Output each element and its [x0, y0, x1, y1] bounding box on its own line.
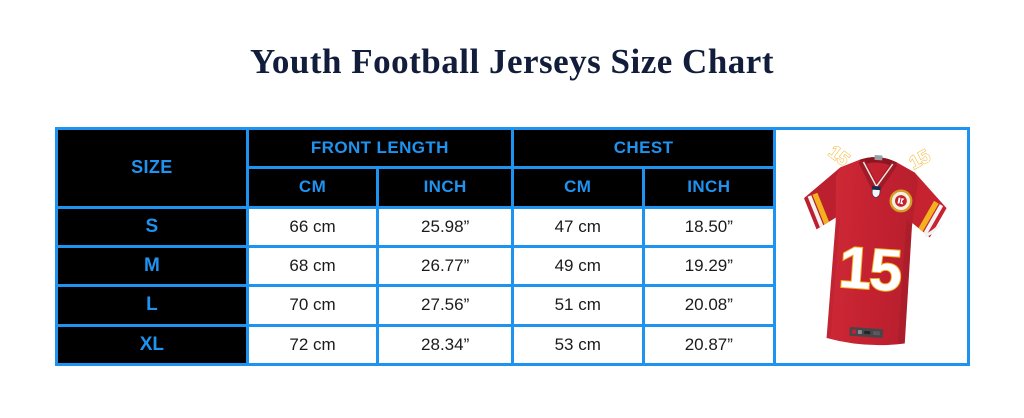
subheader-front-length-cm: CM — [245, 166, 380, 209]
table-row-size-xl: XL 72 cm 28.34” 53 cm 20.87” — [55, 323, 969, 367]
size-label: L — [55, 284, 249, 327]
chest-inch-value: 19.29” — [641, 244, 777, 288]
chest-cm-value: 47 cm — [510, 205, 645, 248]
nfl-shield-icon — [871, 185, 881, 199]
size-label: S — [55, 205, 249, 248]
chest-cm-value: 51 cm — [510, 284, 645, 327]
chest-inch-value: 18.50” — [641, 205, 777, 248]
chest-cm-value: 49 cm — [510, 244, 645, 288]
header-row-units: CM INCH CM INCH — [57, 166, 969, 209]
team-patch-icon — [889, 189, 912, 213]
column-group-front-length: FRONT LENGTH — [245, 126, 514, 170]
size-chart-table: SIZE FRONT LENGTH CHEST — [55, 126, 970, 367]
table-row-size-s: S 66 cm 25.98” 47 cm 18.50” — [55, 205, 969, 248]
subheader-chest-cm: CM — [510, 166, 645, 209]
subheader-chest-inch: INCH — [641, 166, 777, 209]
jersey-product-image: 15 15 15 — [773, 127, 970, 366]
jersey-back-collar — [859, 157, 897, 168]
front-length-cm-value: 70 cm — [245, 284, 380, 327]
jersey-chest-number: 15 — [836, 235, 903, 304]
front-length-cm-value: 72 cm — [245, 323, 380, 367]
size-label: M — [55, 244, 249, 288]
front-length-cm-value: 68 cm — [245, 244, 380, 288]
front-length-inch-value: 28.34” — [376, 323, 514, 367]
table-row-size-l: L 70 cm 27.56” 51 cm 20.08” — [55, 284, 969, 327]
chest-inch-value: 20.08” — [641, 284, 777, 327]
chest-inch-value: 20.87” — [641, 323, 777, 367]
nike-swoosh-icon — [924, 220, 944, 237]
front-length-inch-value: 25.98” — [376, 205, 514, 248]
column-group-chest: CHEST — [510, 126, 777, 170]
jock-tag — [848, 326, 883, 338]
header-row-groups: SIZE FRONT LENGTH CHEST — [55, 126, 970, 366]
table-row-size-m: M 68 cm 26.77” 49 cm 19.29” — [55, 244, 969, 288]
front-length-inch-value: 26.77” — [376, 244, 514, 288]
jersey-illustration: 15 15 15 — [803, 140, 947, 346]
page-title: Youth Football Jerseys Size Chart — [250, 42, 774, 81]
front-length-inch-value: 27.56” — [376, 284, 514, 327]
column-header-size: SIZE — [55, 127, 249, 209]
front-length-cm-value: 66 cm — [245, 205, 380, 248]
neck-label — [873, 154, 883, 161]
size-label: XL — [55, 323, 249, 367]
chest-cm-value: 53 cm — [510, 323, 645, 367]
subheader-front-length-inch: INCH — [376, 166, 514, 209]
jersey-right-shoulder-number: 15 — [905, 145, 933, 173]
